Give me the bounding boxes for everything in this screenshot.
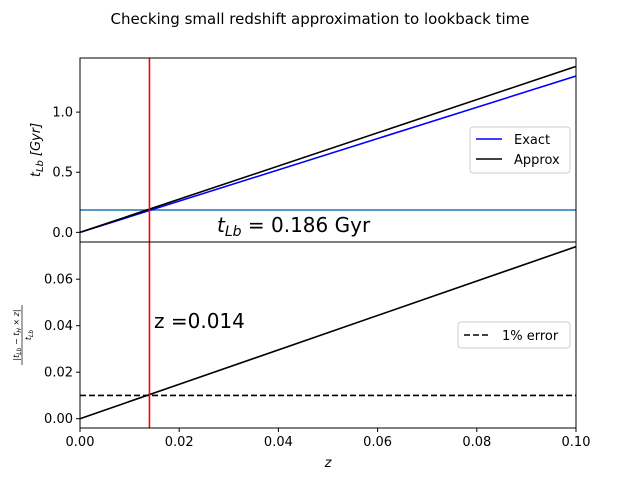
annotation-subscript: Lb (225, 224, 242, 240)
ylabel-symbol: t (29, 171, 44, 177)
bottom-y-tick-label: 0.04 (44, 319, 73, 334)
bottom-x-tick-label: 0.00 (66, 435, 95, 450)
bottom-y-tick-label: 0.02 (44, 366, 73, 381)
lookback-annotation: tLb = 0.186 Gyr (217, 213, 371, 240)
top-series-exact (80, 75, 576, 234)
bottom-series-line-0 (80, 245, 576, 420)
legend-label-approx: Approx (514, 153, 560, 168)
bottom-x-tick-label: 0.02 (165, 435, 194, 450)
top-y-tick-label: 0.5 (52, 166, 73, 181)
top-y-tick-label: 1.0 (52, 106, 73, 121)
top-legend: Exact Approx (469, 126, 571, 174)
annotation-symbol: t (217, 213, 226, 237)
figure-title: Checking small redshift approximation to… (110, 10, 529, 28)
legend-label-exact: Exact (514, 133, 550, 148)
ylabel-numerator: |tLb − tH × z| (12, 309, 23, 360)
top-series-approx (80, 65, 576, 234)
x-axis-label: z (324, 456, 333, 471)
bottom-panel: 0.00 0.02 0.04 0.06 0.00 0.02 0.04 0.06 0.08 0.10… (12, 241, 591, 471)
bottom-legend: 1% error (457, 321, 571, 349)
top-y-tick-label: 0.0 (52, 226, 73, 241)
bottom-x-tick-label: 0.10 (562, 435, 591, 450)
bottom-y-tick-label: 0.06 (44, 273, 73, 288)
ylabel-subscript: Lb (35, 160, 46, 172)
legend-label-error: 1% error (502, 329, 559, 344)
bottom-x-tick-label: 0.08 (462, 435, 491, 450)
bottom-y-tick-label: 0.00 (44, 412, 73, 427)
bottom-y-axis-label: |tLb − tH × z| tLb (12, 305, 35, 365)
top-y-axis-label: tLb [Gyr] (29, 123, 46, 177)
top-panel: 0.00.51.0 tLb = 0.186 Gyr tLb[Gyr] Exact… (29, 57, 577, 243)
redshift-annotation: z =0.014 (154, 309, 245, 333)
ylabel-unit: [Gyr] (29, 123, 44, 156)
bottom-x-tick-label: 0.06 (363, 435, 392, 450)
bottom-axes-frame (79, 241, 577, 429)
bottom-legend-box (457, 321, 571, 349)
ylabel-denominator: tLb (24, 330, 35, 340)
bottom-x-tick-label: 0.04 (264, 435, 293, 450)
annotation-value: = 0.186 Gyr (242, 213, 371, 237)
